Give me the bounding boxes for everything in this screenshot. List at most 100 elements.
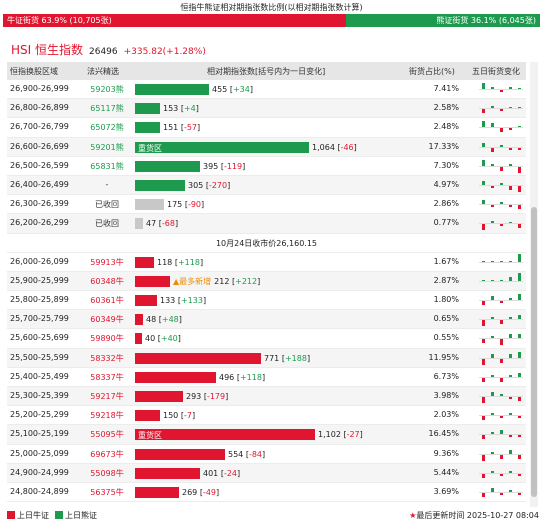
row-amount-text: 47 [-68] <box>146 219 179 229</box>
row-bar <box>135 314 143 326</box>
row-amount: 401 <box>203 468 219 478</box>
row-amount-text: 305 [-270] <box>188 180 231 190</box>
sparkline-bar <box>518 473 521 476</box>
table-row[interactable]: 26,200-26,299 已收回 47 [-68] 0.77% <box>7 214 526 234</box>
row-warrant-code[interactable]: 59201熊 <box>90 142 124 152</box>
row-amount-text: 554 [-84] <box>228 449 266 459</box>
legend: 上日牛证 上日熊证 <box>7 510 97 521</box>
row-range: 25,100-25,199 <box>10 429 69 439</box>
sparkline-bar <box>482 454 485 461</box>
row-warrant-code[interactable]: 60349牛 <box>90 315 124 325</box>
sparkline-bar <box>518 315 521 320</box>
row-warrant-code[interactable]: 58337牛 <box>90 372 124 382</box>
sparkline-bar <box>491 296 494 301</box>
row-amount: 554 <box>228 449 244 459</box>
row-change: +212 <box>235 276 258 286</box>
table-row[interactable]: 26,700-26,799 65072熊 151 [-57] 2.48% <box>7 118 526 138</box>
row-warrant-code[interactable]: 59890牛 <box>90 334 124 344</box>
row-change: -68 <box>161 219 175 229</box>
table-row[interactable]: 26,800-26,899 65117熊 153 [+4] 2.58% <box>7 99 526 119</box>
sparkline-bar <box>491 221 494 224</box>
table-row[interactable]: 25,500-25,599 58332牛 771 [+188] 11.95% <box>7 348 526 368</box>
row-warrant-code[interactable]: 59203熊 <box>90 85 124 94</box>
sparkline-bar <box>500 492 503 495</box>
scrollbar[interactable] <box>530 62 538 507</box>
row-percentage: 2.58% <box>433 103 459 113</box>
sparkline-bar <box>509 449 512 454</box>
table-row[interactable]: 25,900-25,999 60348牛 ▲最多新增 212 [+212] 2.87% <box>7 271 526 292</box>
five-day-sparkline <box>479 484 523 501</box>
row-amount: 212 <box>214 276 230 286</box>
row-warrant-code[interactable]: 65072熊 <box>90 123 124 133</box>
row-warrant-code[interactable]: 56375牛 <box>90 487 124 497</box>
row-warrant-code[interactable]: 69673牛 <box>90 449 124 459</box>
row-warrant-code[interactable]: 65117熊 <box>90 104 124 114</box>
row-range: 24,900-24,999 <box>10 467 69 477</box>
column-header-code: 法兴精选 <box>87 67 119 76</box>
row-bar-cell: 48 [+48] <box>135 313 182 326</box>
row-warrant-code[interactable]: 55095牛 <box>90 430 124 440</box>
row-bar: 重货区 <box>135 429 315 441</box>
index-change: +335.82(+1.28%) <box>123 47 206 57</box>
five-day-sparkline <box>479 100 523 117</box>
table-row[interactable]: 25,000-25,099 69673牛 554 [-84] 9.36% <box>7 445 526 464</box>
sparkline-bar <box>518 224 521 229</box>
table-row[interactable]: 26,600-26,699 59201熊 重货区 1,064 [-46] 17.33% <box>7 137 526 157</box>
row-percentage: 0.65% <box>433 314 459 324</box>
sparkline-bar <box>482 200 485 205</box>
sparkline-bar <box>500 166 503 171</box>
scroll-thumb[interactable] <box>531 207 537 497</box>
table-row[interactable]: 24,900-24,999 55098牛 401 [-24] 5.44% <box>7 463 526 483</box>
row-warrant-code[interactable]: 58332牛 <box>90 353 124 363</box>
row-amount: 1,064 <box>312 142 335 152</box>
sparkline-baseline <box>479 396 523 397</box>
table-row[interactable]: 25,800-25,899 60361牛 133 [+133] 1.80% <box>7 291 526 311</box>
row-percentage: 1.80% <box>433 295 459 305</box>
table-row[interactable]: 25,600-25,699 59890牛 40 [+40] 0.55% <box>7 329 526 349</box>
row-change: +118 <box>177 257 200 267</box>
sparkline-bar <box>500 109 503 112</box>
table-row[interactable]: 24,800-24,899 56375牛 269 [-49] 3.69% <box>7 483 526 503</box>
row-change: +34 <box>232 85 250 94</box>
sparkline-bar <box>482 492 485 497</box>
bull-bear-ratio-bar: 牛证街货 63.9% (10,705张) 熊证街货 36.1% (6,045张) <box>3 14 540 27</box>
table-row[interactable]: 25,700-25,799 60349牛 48 [+48] 0.65% <box>7 310 526 330</box>
table-row[interactable]: 26,000-26,099 59913牛 118 [+118] 1.67% <box>7 253 526 272</box>
close-price-label: 10月24日收市价26,160.15 <box>215 238 318 248</box>
table-row[interactable]: 25,300-25,399 59217牛 293 [-179] 3.98% <box>7 387 526 407</box>
row-change: -7 <box>183 411 192 421</box>
sparkline-bar <box>482 109 485 114</box>
row-bar <box>135 467 200 479</box>
sparkline-baseline <box>479 415 523 417</box>
row-warrant-code[interactable]: 59218牛 <box>90 411 124 421</box>
row-amount: 150 <box>163 411 179 421</box>
row-warrant-code[interactable]: 59913牛 <box>90 257 124 267</box>
table-row[interactable]: 25,100-25,199 55095牛 重货区 1,102 [-27] 16.45% <box>7 425 526 445</box>
sparkline-bar <box>482 180 485 185</box>
row-range: 26,000-26,099 <box>10 256 69 266</box>
row-warrant-code[interactable]: 65831熊 <box>90 161 124 171</box>
five-day-sparkline <box>479 369 523 386</box>
row-warrant-code[interactable]: 55098牛 <box>90 468 124 478</box>
sparkline-bar <box>500 90 503 92</box>
table-row[interactable]: 26,500-26,599 65831熊 395 [-119] 7.30% <box>7 157 526 176</box>
row-bar <box>135 275 170 287</box>
row-change: -90 <box>187 200 202 210</box>
table-row[interactable]: 26,900-26,999 59203熊 455 [+34] 7.41% <box>7 80 526 100</box>
table-row[interactable]: 25,400-25,499 58337牛 496 [+118] 6.73% <box>7 368 526 387</box>
five-day-sparkline <box>479 139 523 156</box>
sparkline-baseline <box>479 108 523 110</box>
sparkline-bar <box>482 83 485 89</box>
table-row[interactable]: 26,300-26,399 已收回 175 [-90] 2.86% <box>7 195 526 215</box>
row-warrant-code[interactable]: 60361牛 <box>90 296 124 306</box>
table-row[interactable]: 26,400-26,499 - 305 [-270] 4.97% <box>7 175 526 196</box>
bull-swatch-icon <box>7 511 15 519</box>
row-range: 26,300-26,399 <box>10 199 69 209</box>
row-change: +188 <box>284 353 307 363</box>
row-warrant-code[interactable]: 60348牛 <box>90 276 124 286</box>
table-row[interactable]: 25,200-25,299 59218牛 150 [-7] 2.03% <box>7 406 526 426</box>
row-range: 25,300-25,399 <box>10 391 69 400</box>
row-warrant-code[interactable]: 59217牛 <box>90 392 124 401</box>
five-day-sparkline <box>479 388 523 405</box>
row-amount: 153 <box>163 104 179 114</box>
